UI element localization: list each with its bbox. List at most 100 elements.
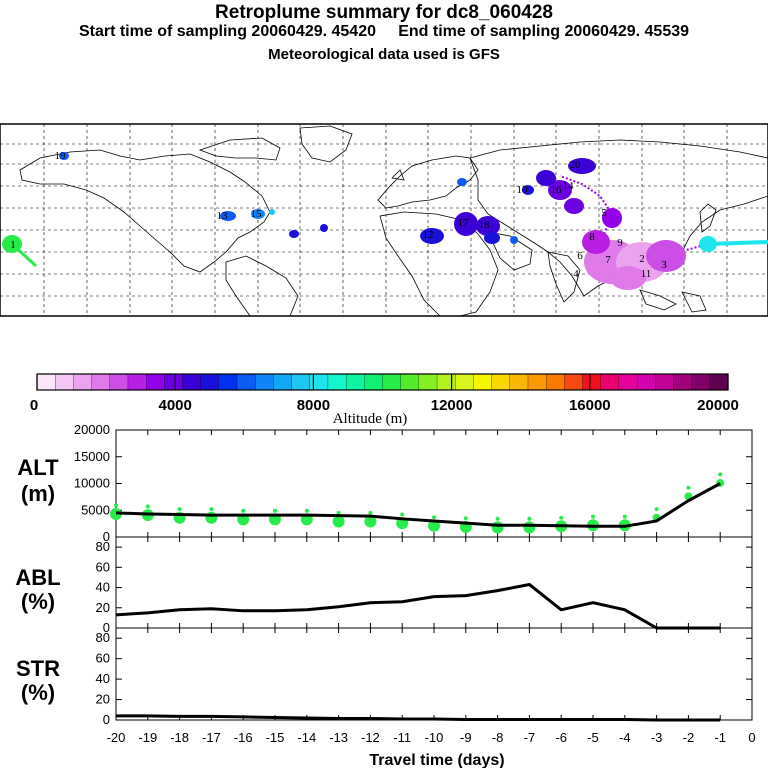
plume-blob: [510, 236, 518, 244]
plume-blob: [536, 170, 556, 186]
altitude-spread-point: [718, 472, 723, 477]
altitude-point: [428, 519, 440, 532]
panel-unit-label: (%): [21, 680, 55, 705]
altitude-spread-point: [114, 503, 118, 508]
day-marker-label: 17: [458, 217, 470, 229]
colorbar-swatch: [691, 373, 711, 391]
plume-blob: [454, 212, 478, 236]
x-tick-label: -5: [587, 730, 599, 745]
colorbar-swatch: [455, 373, 474, 391]
panel-frame: [115, 536, 753, 629]
x-tick-label: -18: [170, 730, 189, 745]
day-marker-label: 13: [217, 210, 229, 222]
plume-blob: [484, 232, 500, 244]
y-tick-label: 0: [103, 529, 110, 544]
y-tick-label: 0: [103, 620, 110, 635]
y-tick-label: 10000: [74, 476, 110, 491]
plume-blob: [646, 240, 686, 272]
colorbar-swatch: [673, 373, 693, 391]
map-frame: [0, 123, 768, 317]
plume-blob: [610, 266, 646, 290]
altitude-spread-point: [622, 514, 627, 519]
altitude-spread-point: [432, 515, 436, 520]
day-marker-label: 3: [661, 259, 667, 271]
colorbar-tick-label: 20000: [697, 397, 739, 414]
colorbar-swatch: [436, 373, 456, 391]
y-tick-label: 15000: [74, 449, 110, 464]
chart-title: Retroplume summary for dc8_060428: [215, 2, 553, 23]
altitude-spread-point: [209, 507, 214, 512]
plume-blob: [568, 158, 596, 174]
altitude-point: [364, 515, 377, 528]
day-marker-label: 20: [570, 159, 582, 171]
day-marker-label: 15: [251, 208, 263, 220]
altitude-spread-point: [336, 510, 341, 515]
x-axis-label: Travel time (days): [369, 752, 504, 768]
plume-blob: [699, 236, 717, 252]
x-tick-label: -2: [683, 730, 695, 745]
y-tick-label: 40: [96, 671, 110, 686]
colorbar-swatch: [309, 373, 329, 391]
abl-series-line: [115, 582, 721, 630]
plume-blob: [320, 224, 328, 232]
panel-abl: 0 20 40 60 80 ABL(%): [15, 536, 753, 635]
day-marker-label: 18: [479, 219, 491, 231]
plume-blob: [59, 152, 69, 160]
colorbar-swatch: [36, 373, 56, 391]
day-marker-label: 16: [551, 184, 563, 196]
colorbar-swatch: [636, 373, 656, 391]
y-tick-label: 20000: [74, 422, 110, 437]
x-tick-label: -15: [266, 730, 285, 745]
altitude-spread-point: [559, 515, 564, 520]
y-tick-label: 0: [103, 712, 110, 727]
panel-unit-label: (m): [21, 481, 55, 506]
altitude-spread-point: [241, 508, 246, 513]
colorbar-swatch: [382, 373, 402, 391]
y-tick-label: 80: [96, 630, 110, 645]
plume-blob: [2, 235, 22, 253]
altitude-point: [332, 515, 345, 528]
plume-blob: [582, 230, 610, 254]
alt-series-line: [115, 482, 721, 528]
x-tick-label: -12: [361, 730, 380, 745]
plume-blob: [457, 178, 467, 186]
altitude-point: [523, 521, 536, 534]
colorbar-swatch: [291, 373, 311, 391]
altitude-spread-point: [495, 516, 500, 521]
altitude-spread-point: [527, 516, 532, 521]
colorbar-swatch: [236, 373, 256, 391]
x-tick-label: -11: [393, 730, 411, 745]
x-tick-label: 0: [748, 730, 755, 745]
day-marker-label: 10: [517, 184, 529, 196]
plume-blob: [602, 208, 622, 228]
colorbar-swatch: [91, 373, 111, 391]
colorbar-swatch: [509, 373, 529, 391]
panel-frame: [115, 627, 753, 721]
day-marker-label: 4: [573, 268, 579, 280]
colorbar-swatch: [400, 373, 420, 391]
panel-unit-label: (%): [21, 589, 55, 614]
altitude-spread-point: [273, 508, 277, 513]
y-tick-label: 80: [96, 539, 110, 554]
colorbar-swatch: [418, 373, 438, 391]
colorbar-swatch: [218, 373, 238, 391]
colorbar-tick-label: 4000: [159, 397, 192, 414]
colorbar-swatch: [327, 373, 347, 391]
day-marker-label: 1: [10, 239, 16, 251]
altitude-point: [491, 521, 504, 534]
str-series-line: [116, 714, 721, 722]
sampling-times: Start time of sampling 20060429. 45420 E…: [78, 23, 690, 40]
panel-label: STR: [16, 656, 60, 681]
plume-blob: [420, 228, 444, 244]
meteo-data-note: Meteorological data used is GFS: [268, 46, 500, 63]
colorbar-swatch: [164, 373, 183, 391]
x-tick-label: -19: [138, 730, 157, 745]
altitude-spread-point: [304, 508, 309, 513]
x-tick-label: -6: [555, 730, 567, 745]
retroplume-clusters: [2, 152, 717, 290]
day-marker-label: 11: [641, 268, 652, 280]
colorbar-swatch: [582, 373, 602, 391]
colorbar-swatch: [127, 373, 147, 391]
day-marker-label: 19: [55, 150, 67, 162]
